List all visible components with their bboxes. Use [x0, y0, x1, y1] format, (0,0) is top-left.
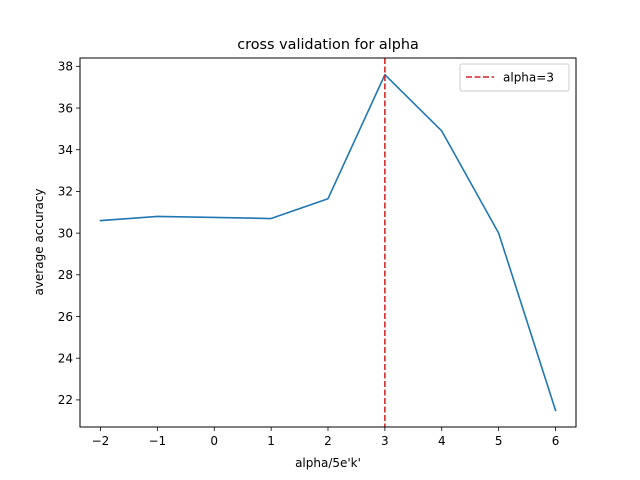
x-tick-label: −1 — [149, 434, 167, 448]
x-tick-label: 5 — [495, 434, 503, 448]
y-tick-label: 22 — [58, 393, 73, 407]
x-tick-label: −2 — [92, 434, 110, 448]
y-tick-label: 26 — [58, 310, 73, 324]
x-tick-label: 6 — [552, 434, 560, 448]
y-tick-label: 24 — [58, 352, 73, 366]
y-tick-label: 30 — [58, 226, 73, 240]
y-tick-label: 32 — [58, 185, 73, 199]
y-tick-label: 36 — [58, 101, 73, 115]
legend: alpha=3 — [459, 63, 570, 92]
x-tick-label: 0 — [210, 434, 218, 448]
x-axis-label: alpha/5e'k' — [295, 456, 361, 470]
y-tick-label: 28 — [58, 268, 73, 282]
y-tick-label: 38 — [58, 60, 73, 74]
legend-label-alpha: alpha=3 — [503, 71, 554, 85]
series-line-0 — [99, 73, 557, 412]
y-axis-label: average accuracy — [32, 188, 46, 295]
x-tick-label: 4 — [438, 434, 446, 448]
y-tick-label: 34 — [58, 143, 73, 157]
x-tick-label: 1 — [267, 434, 275, 448]
x-tick-label: 3 — [381, 434, 389, 448]
chart-title: cross validation for alpha — [237, 37, 419, 53]
x-tick-label: 2 — [324, 434, 332, 448]
legend-box — [459, 63, 570, 92]
